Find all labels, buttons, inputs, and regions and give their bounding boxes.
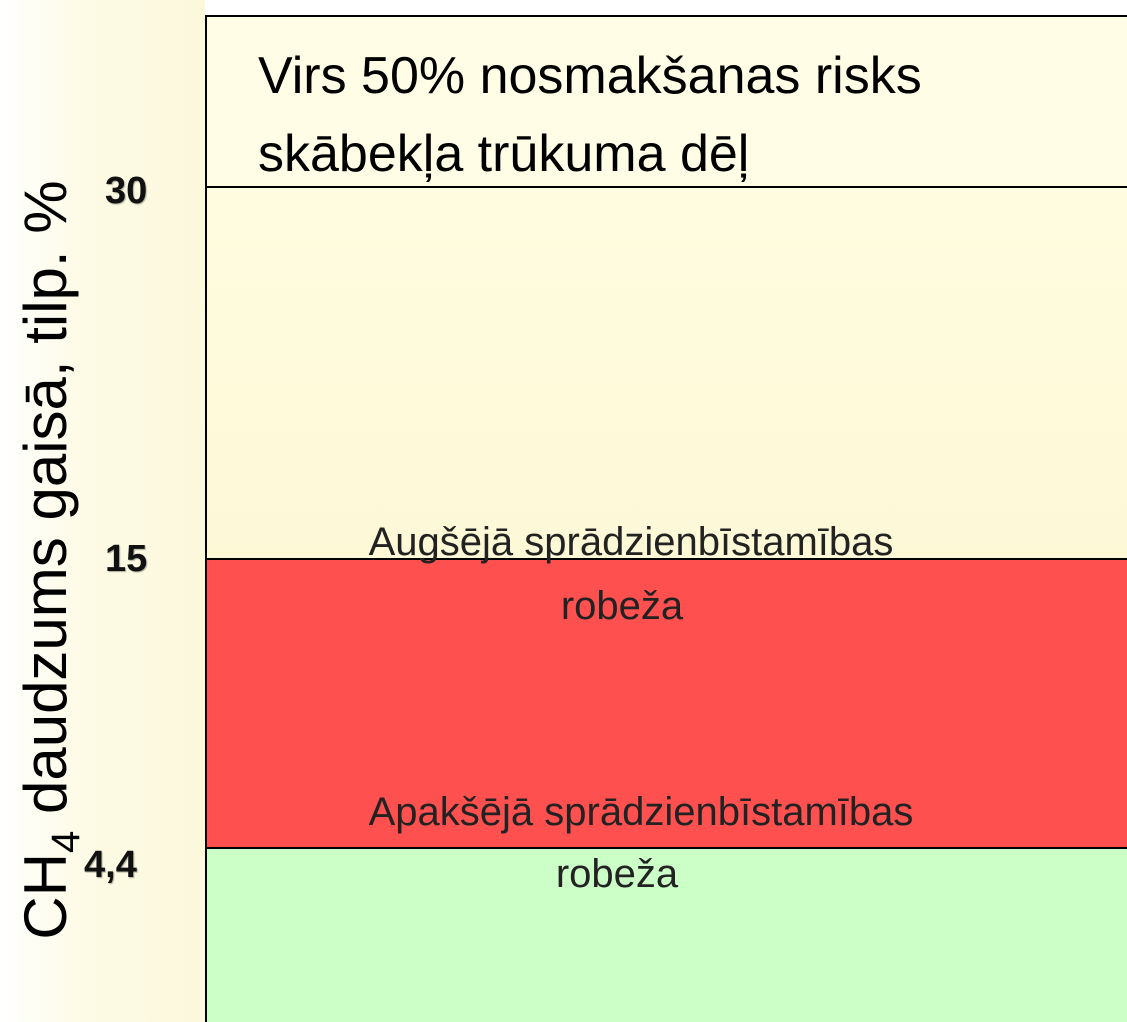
zone-explosive	[205, 559, 1127, 848]
zone-text: robeža	[560, 584, 684, 628]
zone-top	[205, 15, 1127, 187]
zone-text: Augšējā sprādzienbīstamības	[368, 520, 894, 564]
label-text: CH	[12, 852, 79, 940]
level-label: 30	[105, 170, 148, 212]
zone-text: skābekļa trūkuma dēļ	[258, 125, 750, 183]
y-axis-label: CH4 daudzums gaisā, tilp. %	[11, 180, 89, 939]
zone-text: Virs 50% nosmakšanas risks	[258, 47, 922, 105]
label-subscript: 4	[44, 830, 88, 853]
level-label: 15	[105, 538, 148, 580]
zone-upper	[205, 187, 1127, 559]
boundary-line	[205, 847, 1127, 849]
level-label: 4,4	[84, 844, 137, 886]
boundary-line	[205, 186, 1127, 188]
left-background	[0, 0, 205, 1022]
zone-text: robeža	[555, 852, 679, 896]
zone-text: Apakšējā sprādzienbīstamības	[368, 790, 914, 834]
label-text: daudzums gaisā, tilp. %	[12, 180, 79, 831]
zone-safe	[205, 848, 1127, 1022]
boundary-line	[205, 558, 1127, 560]
